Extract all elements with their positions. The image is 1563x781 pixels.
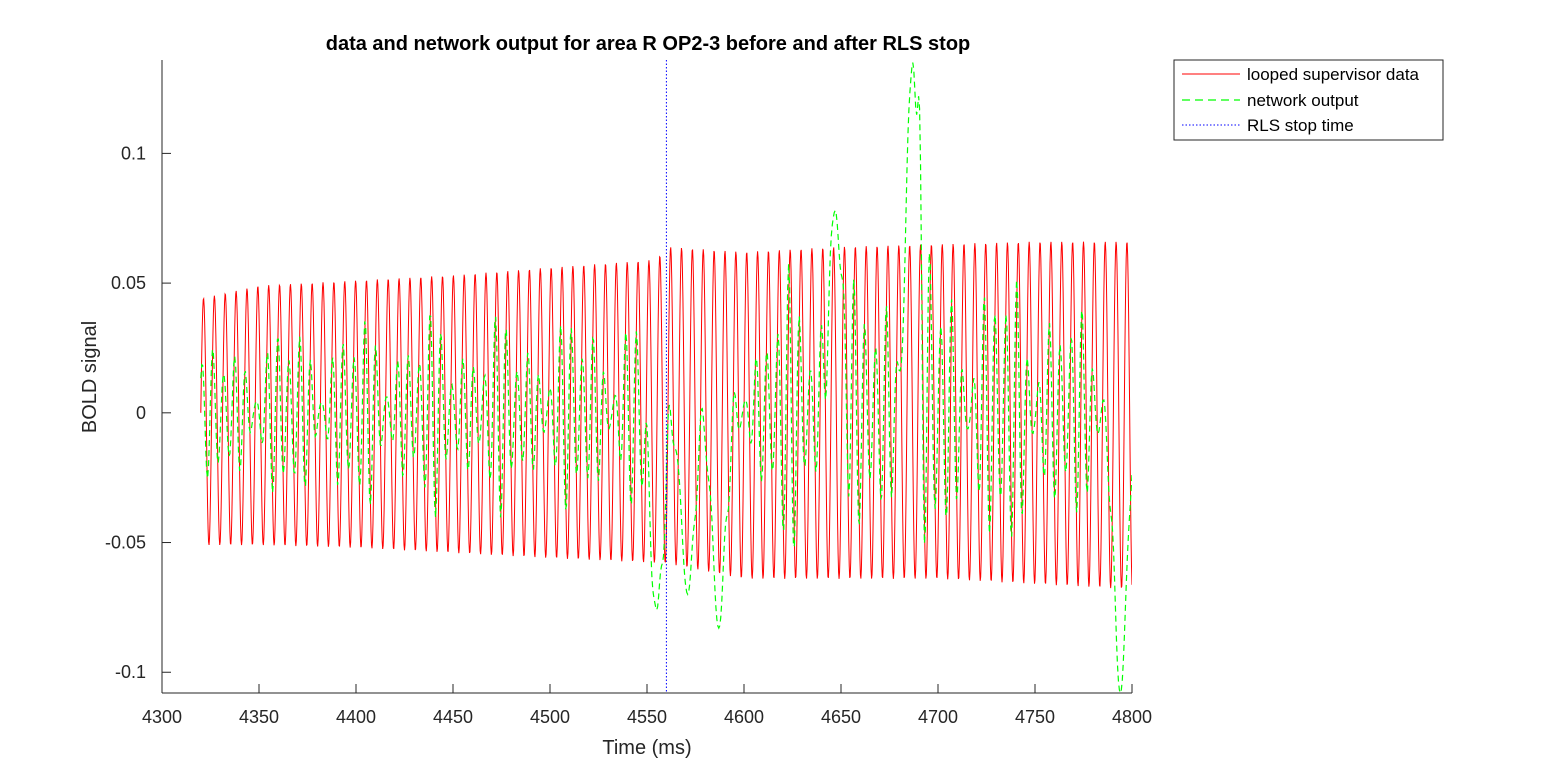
x-tick-label: 4450 [433,707,473,727]
x-tick-label: 4500 [530,707,570,727]
x-tick-label: 4750 [1015,707,1055,727]
x-tick-label: 4400 [336,707,376,727]
y-tick-label: 0 [136,403,146,423]
legend-label-network-output: network output [1247,91,1359,110]
x-tick-label: 4650 [821,707,861,727]
x-tick-label: 4700 [918,707,958,727]
plot-area [162,60,1132,693]
x-tick-label: 4350 [239,707,279,727]
series-network-output-line [200,62,1132,693]
legend-box [1173,59,1444,141]
chart-title: data and network output for area R OP2-3… [326,33,971,55]
legend-label-rls-stop-time: RLS stop time [1247,116,1354,135]
x-tick-label: 4300 [142,707,182,727]
y-tick-label: 0.1 [121,143,146,163]
y-tick-label: 0.05 [111,273,146,293]
x-ticks: 4300 4350 4400 4450 4500 4550 4600 4650 4700 4750… [142,684,1152,727]
y-ticks: -0.1 -0.05 0 0.05 0.1 [105,143,171,682]
y-tick-label: -0.05 [105,533,146,553]
legend-label-looped-supervisor-data: looped supervisor data [1247,65,1420,84]
x-tick-label: 4800 [1112,707,1152,727]
x-tick-label: 4600 [724,707,764,727]
legend: looped supervisor data network output RL… [1173,59,1444,141]
x-tick-label: 4550 [627,707,667,727]
y-axis-title: BOLD signal [79,321,101,433]
series-layer [200,60,1132,693]
x-axis-title: Time (ms) [602,737,691,759]
y-tick-label: -0.1 [115,662,146,682]
